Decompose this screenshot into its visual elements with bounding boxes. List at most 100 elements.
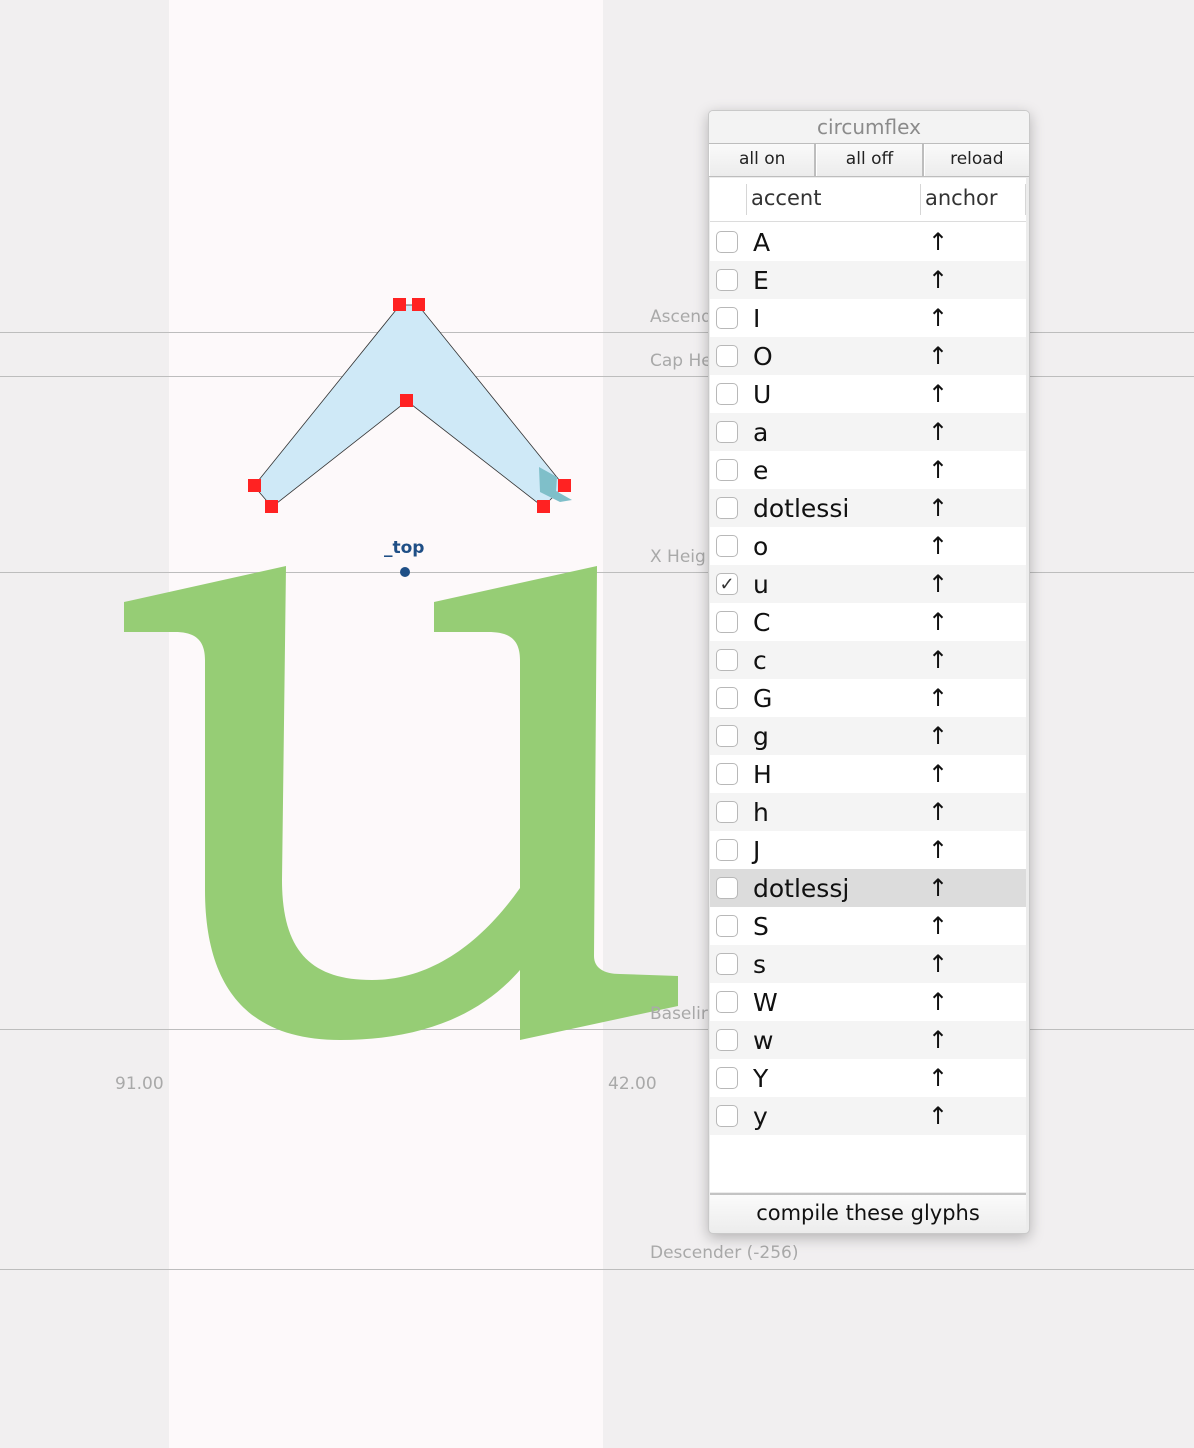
on-curve-point[interactable] <box>537 500 550 513</box>
empty-list-row <box>710 1135 1026 1173</box>
reload-button[interactable]: reload <box>923 144 1029 176</box>
glyph-name: w <box>753 1026 774 1055</box>
cap-height-label: Cap He <box>650 351 712 371</box>
glyph-checkbox[interactable] <box>716 421 738 443</box>
glyph-checkbox[interactable] <box>716 345 738 367</box>
list-item[interactable]: Y ↑ <box>710 1059 1026 1097</box>
panel-title: circumflex <box>709 111 1029 143</box>
glyph-name: A <box>753 228 771 257</box>
list-item[interactable]: S ↑ <box>710 907 1026 945</box>
glyph-checkbox[interactable] <box>716 611 738 633</box>
on-curve-point[interactable] <box>393 298 406 311</box>
descender-label: Descender (-256) <box>650 1243 799 1263</box>
panel-toolbar: all on all off reload <box>709 143 1029 177</box>
list-item[interactable]: G ↑ <box>710 679 1026 717</box>
top-anchor-point[interactable] <box>400 567 410 577</box>
glyph-checkbox[interactable] <box>716 383 738 405</box>
glyph-name: Y <box>753 1064 769 1093</box>
glyph-checkbox[interactable] <box>716 1029 738 1051</box>
anchor-up-arrow-icon: ↑ <box>928 1026 949 1054</box>
list-item[interactable]: U ↑ <box>710 375 1026 413</box>
list-item[interactable]: c ↑ <box>710 641 1026 679</box>
anchor-up-arrow-icon: ↑ <box>928 266 949 294</box>
glyph-checkbox[interactable] <box>716 991 738 1013</box>
list-item[interactable]: H ↑ <box>710 755 1026 793</box>
anchor-up-arrow-icon: ↑ <box>928 988 949 1016</box>
anchor-up-arrow-icon: ↑ <box>928 912 949 940</box>
list-item[interactable]: ✓ u ↑ <box>710 565 1026 603</box>
list-item[interactable]: J ↑ <box>710 831 1026 869</box>
glyph-name: U <box>753 380 772 409</box>
glyph-checkbox[interactable] <box>716 307 738 329</box>
list-item[interactable]: o ↑ <box>710 527 1026 565</box>
glyph-checkbox[interactable] <box>716 497 738 519</box>
glyph-u-outline <box>124 566 678 1040</box>
glyph-checkbox[interactable] <box>716 687 738 709</box>
list-header: accent anchor <box>710 178 1026 222</box>
glyph-checkbox[interactable] <box>716 953 738 975</box>
glyph-checkbox[interactable] <box>716 877 738 899</box>
glyph-checkbox[interactable] <box>716 915 738 937</box>
on-curve-point[interactable] <box>265 500 278 513</box>
list-item[interactable]: O ↑ <box>710 337 1026 375</box>
all-off-button[interactable]: all off <box>816 144 924 176</box>
list-item[interactable]: C ↑ <box>710 603 1026 641</box>
left-sidebearing-value: 91.00 <box>115 1074 164 1094</box>
list-item[interactable]: y ↑ <box>710 1097 1026 1135</box>
glyph-checkbox[interactable] <box>716 459 738 481</box>
glyph-checkbox[interactable] <box>716 269 738 291</box>
glyph-name: a <box>753 418 769 447</box>
list-rows: A ↑ E ↑ I ↑ O ↑ U ↑ a ↑ e ↑ dotlessi ↑ o ↑ ✓ u ↑ C ↑ c ↑ G ↑ g ↑ H ↑ h ↑… <box>710 223 1026 1173</box>
glyph-checkbox[interactable] <box>716 763 738 785</box>
baseline-label: Baselir <box>650 1004 708 1024</box>
list-item[interactable]: W ↑ <box>710 983 1026 1021</box>
column-header-anchor[interactable]: anchor <box>925 186 998 210</box>
list-item[interactable]: a ↑ <box>710 413 1026 451</box>
glyph-name: S <box>753 912 769 941</box>
anchor-up-arrow-icon: ↑ <box>928 608 949 636</box>
anchor-up-arrow-icon: ↑ <box>928 798 949 826</box>
anchor-up-arrow-icon: ↑ <box>928 532 949 560</box>
compile-glyphs-button[interactable]: compile these glyphs <box>710 1193 1026 1231</box>
list-item[interactable]: A ↑ <box>710 223 1026 261</box>
glyph-checkbox[interactable] <box>716 1105 738 1127</box>
glyph-checkbox[interactable] <box>716 839 738 861</box>
list-item[interactable]: g ↑ <box>710 717 1026 755</box>
glyph-name: c <box>753 646 767 675</box>
anchor-up-arrow-icon: ↑ <box>928 760 949 788</box>
list-item[interactable]: w ↑ <box>710 1021 1026 1059</box>
right-sidebearing-value: 42.00 <box>608 1074 657 1094</box>
list-item[interactable]: E ↑ <box>710 261 1026 299</box>
glyph-checkbox[interactable]: ✓ <box>716 573 738 595</box>
on-curve-point[interactable] <box>412 298 425 311</box>
list-item[interactable]: e ↑ <box>710 451 1026 489</box>
glyph-name: J <box>753 836 761 865</box>
column-header-accent[interactable]: accent <box>751 186 822 210</box>
on-curve-point[interactable] <box>558 479 571 492</box>
glyph-checkbox[interactable] <box>716 1067 738 1089</box>
glyph-name: dotlessi <box>753 494 850 523</box>
glyph-checkbox[interactable] <box>716 231 738 253</box>
glyph-name: O <box>753 342 773 371</box>
anchor-up-arrow-icon: ↑ <box>928 342 949 370</box>
overlap-marker <box>539 467 572 502</box>
glyph-checkbox[interactable] <box>716 535 738 557</box>
list-item[interactable]: h ↑ <box>710 793 1026 831</box>
list-item[interactable]: dotlessj ↑ <box>710 869 1026 907</box>
list-item[interactable]: s ↑ <box>710 945 1026 983</box>
all-on-button[interactable]: all on <box>709 144 817 176</box>
glyph-name: e <box>753 456 769 485</box>
glyph-list[interactable]: accent anchor A ↑ E ↑ I ↑ O ↑ U ↑ a ↑ e ↑ dotlessi ↑ o ↑ ✓… <box>710 178 1026 1192</box>
glyph-checkbox[interactable] <box>716 801 738 823</box>
list-item[interactable]: I ↑ <box>710 299 1026 337</box>
glyph-checkbox[interactable] <box>716 649 738 671</box>
anchor-up-arrow-icon: ↑ <box>928 304 949 332</box>
list-item[interactable]: dotlessi ↑ <box>710 489 1026 527</box>
on-curve-point[interactable] <box>248 479 261 492</box>
glyph-checkbox[interactable] <box>716 725 738 747</box>
anchor-up-arrow-icon: ↑ <box>928 456 949 484</box>
on-curve-point[interactable] <box>400 394 413 407</box>
anchor-up-arrow-icon: ↑ <box>928 228 949 256</box>
